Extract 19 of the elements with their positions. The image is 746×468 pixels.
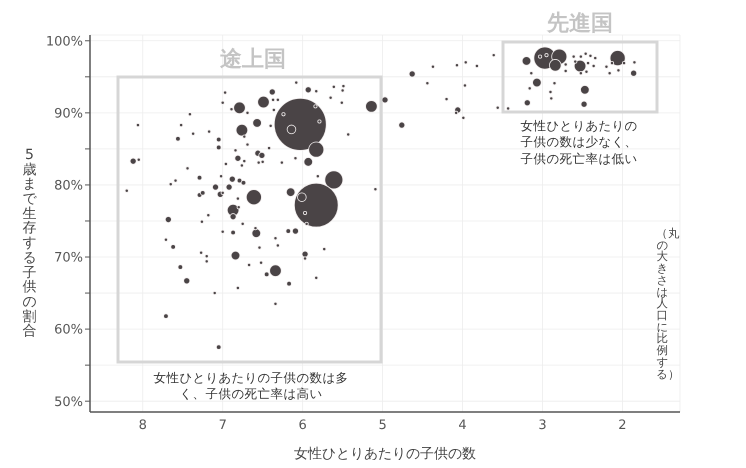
annotation: 先進国	[546, 10, 614, 38]
y-tick-label: 50%	[54, 394, 83, 410]
text: 5歳まで生存する子供の割合	[22, 147, 36, 340]
y-tick-label: 60%	[54, 322, 83, 338]
annotation: 途上国	[219, 46, 287, 74]
y-tick-label: 80%	[54, 178, 83, 194]
y-tick-label: 90%	[54, 106, 83, 122]
x-tick-label: 2	[618, 418, 627, 434]
annotation: 女性ひとりあたりの子供の数は少なく、子供の死亡率は低い	[520, 118, 638, 167]
text: （丸の大きさは人口に比例する）	[656, 226, 680, 381]
x-tick-label: 7	[218, 418, 227, 434]
x-tick-label: 3	[538, 418, 547, 434]
annotation: 女性ひとりあたりの子供の数は多く、子供の死亡率は高い	[152, 370, 350, 402]
y-tick-label: 70%	[54, 250, 83, 266]
y-tick-label: 100%	[46, 34, 83, 50]
x-tick-label: 8	[138, 418, 147, 434]
x-tick-label: 4	[458, 418, 467, 434]
x-tick-label: 5	[378, 418, 387, 434]
x-tick-label: 6	[298, 418, 307, 434]
